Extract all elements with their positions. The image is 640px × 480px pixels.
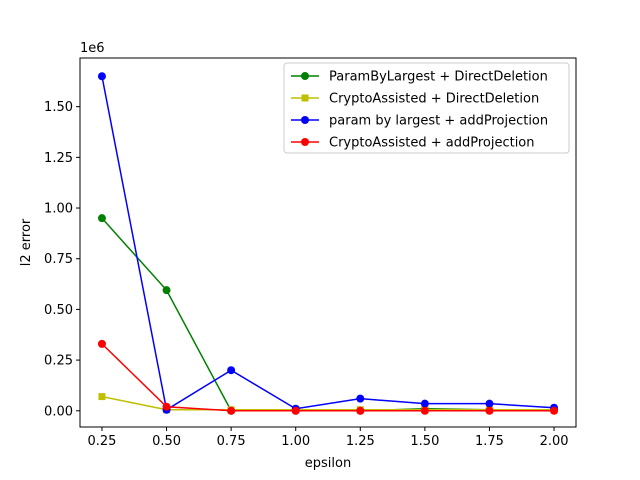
y-tick-label: 0.00 [44,404,73,419]
plot-frame [79,57,577,428]
data-point [420,406,429,415]
legend-label: CryptoAssisted + DirectDeletion [329,92,539,107]
y-tick-label: 1.00 [44,202,73,217]
legend-marker [301,72,309,80]
legend-item: CryptoAssisted + addProjection [291,136,535,151]
legend: ParamByLargest + DirectDeletion CryptoAss… [283,62,570,154]
data-point [97,339,106,348]
legend-marker [301,138,309,146]
data-point [97,214,106,223]
data-point [485,399,494,408]
x-tick-label: 0.25 [87,434,116,449]
x-axis-label: epsilon [305,456,351,471]
legend-marker [301,94,309,102]
data-point [291,406,300,415]
y-axis: 0.00 0.25 0.50 0.75 1.00 1.25 1.50 [44,100,80,419]
legend-item: CryptoAssisted + DirectDeletion [291,92,539,107]
x-tick-label: 1.50 [410,434,439,449]
y-tick-label: 1.50 [44,100,73,115]
x-axis: 0.25 0.50 0.75 1.00 1.25 1.50 1.75 2.00 [87,427,569,449]
legend-label: CryptoAssisted + addProjection [329,136,535,151]
y-tick-label: 0.25 [44,354,73,369]
data-point [97,72,106,81]
x-tick-label: 0.50 [152,434,181,449]
offset-text: 1e6 [80,41,105,56]
data-point [485,406,494,415]
legend-item: ParamByLargest + DirectDeletion [291,70,548,85]
series-4 [97,339,559,415]
x-tick-label: 1.25 [346,434,375,449]
legend-item: param by largest + addProjection [291,114,548,129]
series-line [101,76,555,411]
data-point [356,394,365,403]
data-point [227,366,236,375]
data-point [550,406,559,415]
x-tick-label: 0.75 [217,434,246,449]
data-point [162,402,171,411]
legend-box [283,62,570,154]
legend-marker [301,116,309,124]
y-tick-label: 0.50 [44,303,73,318]
x-tick-label: 1.00 [281,434,310,449]
data-point [356,406,365,415]
y-tick-label: 0.75 [44,252,73,267]
plot-area [97,72,559,415]
data-point [98,393,106,401]
series-line [101,395,555,411]
x-tick-label: 1.75 [475,434,504,449]
legend-label: ParamByLargest + DirectDeletion [329,70,548,85]
x-tick-label: 2.00 [540,434,569,449]
series-line [101,343,555,412]
y-axis-label: l2 error [19,218,34,266]
data-point [162,286,171,295]
data-point [420,399,429,408]
y-tick-label: 1.25 [44,151,73,166]
legend-label: param by largest + addProjection [329,114,548,129]
data-point [227,406,236,415]
